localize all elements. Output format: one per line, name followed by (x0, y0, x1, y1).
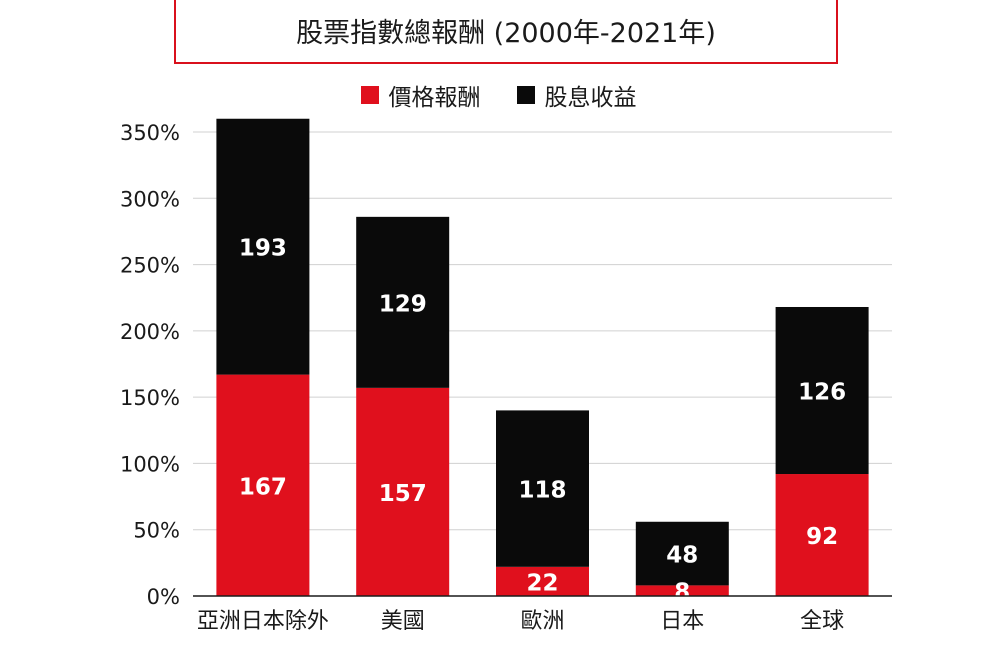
y-tick-label: 250% (120, 254, 180, 278)
bar-japan-dividend-yield (635, 521, 729, 586)
legend-item-price-return: 價格報酬 (360, 78, 481, 112)
bar-asia-ex-japan-dividend-yield (216, 118, 310, 375)
y-tick-label: 0% (147, 585, 180, 609)
bar-europe-dividend-yield (496, 410, 589, 567)
y-tick-label: 100% (120, 452, 180, 476)
bars (216, 118, 869, 596)
bar-europe-price-return (496, 566, 589, 596)
y-axis-tick-labels: 0% 50% 100% 150% 200% 250% 300% 350% (120, 121, 180, 609)
bar-asia-ex-japan-price-return (216, 374, 310, 596)
legend: 價格報酬 股息收益 (0, 78, 997, 112)
bar-japan-price-return (635, 585, 729, 596)
data-label-japan-price-return: 8 (674, 580, 690, 606)
y-tick-label: 200% (120, 320, 180, 344)
data-label-japan-dividend-yield: 48 (666, 543, 698, 569)
y-tick-label: 300% (120, 187, 180, 211)
bar-us-price-return (356, 387, 450, 596)
x-tick-label-global: 全球 (800, 609, 844, 634)
x-tick-label-us: 美國 (381, 609, 425, 634)
y-tick-label: 50% (133, 519, 180, 543)
legend-label-dividend-yield: 股息收益 (544, 85, 637, 111)
legend-swatch-dividend-yield (516, 86, 535, 104)
data-label-global-dividend-yield: 126 (798, 380, 846, 406)
data-label-global-price-return: 92 (806, 524, 838, 550)
data-label-asia-ex-japan-price-return: 167 (239, 474, 287, 500)
x-tick-label-japan: 日本 (660, 609, 704, 634)
chart-title: 股票指數總報酬 (2000年-2021年) (174, 0, 838, 64)
bar-us-dividend-yield (356, 216, 450, 388)
legend-label-price-return: 價格報酬 (388, 85, 481, 111)
data-label-us-price-return: 157 (379, 481, 427, 507)
legend-swatch-price-return (360, 86, 379, 104)
data-label-europe-price-return: 22 (526, 570, 558, 596)
legend-item-dividend-yield: 股息收益 (516, 78, 637, 112)
y-tick-label: 350% (120, 121, 180, 145)
data-label-asia-ex-japan-dividend-yield: 193 (239, 236, 287, 262)
x-axis-tick-labels: 亞洲日本除外 美國 歐洲 日本 全球 (197, 609, 844, 634)
data-label-europe-dividend-yield: 118 (518, 478, 566, 504)
x-tick-label-europe: 歐洲 (520, 609, 564, 634)
y-tick-label: 150% (120, 386, 180, 410)
data-labels: 167 193 157 129 22 118 8 48 92 126 (239, 236, 846, 606)
bar-global-price-return (775, 474, 869, 596)
bar-global-dividend-yield (775, 306, 869, 475)
data-label-us-dividend-yield: 129 (379, 291, 427, 317)
x-tick-label-asia-ex-japan: 亞洲日本除外 (197, 609, 329, 634)
